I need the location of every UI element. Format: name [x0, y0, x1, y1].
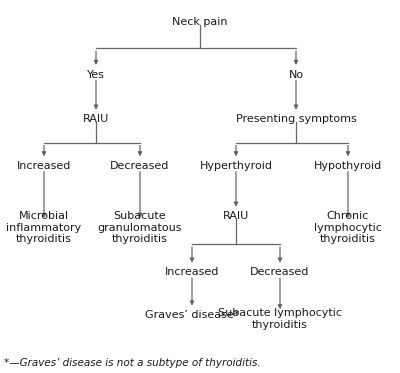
Text: Decreased: Decreased [250, 267, 310, 277]
Text: Increased: Increased [165, 267, 219, 277]
Text: No: No [288, 70, 304, 79]
Text: Subacute lymphocytic
thyroiditis: Subacute lymphocytic thyroiditis [218, 308, 342, 330]
Text: Hyperthyroid: Hyperthyroid [200, 161, 272, 171]
Text: Subacute
granulomatous
thyroiditis: Subacute granulomatous thyroiditis [98, 211, 182, 244]
Text: *—Graves’ disease is not a subtype of thyroiditis.: *—Graves’ disease is not a subtype of th… [4, 358, 261, 367]
Text: Microbial
inflammatory
thyroiditis: Microbial inflammatory thyroiditis [6, 211, 82, 244]
Text: Yes: Yes [87, 70, 105, 79]
Text: Neck pain: Neck pain [172, 18, 228, 27]
Text: Increased: Increased [17, 161, 71, 171]
Text: Hypothyroid: Hypothyroid [314, 161, 382, 171]
Text: Chronic
lymphocytic
thyroiditis: Chronic lymphocytic thyroiditis [314, 211, 382, 244]
Text: Decreased: Decreased [110, 161, 170, 171]
Text: Graves’ disease*: Graves’ disease* [145, 310, 239, 320]
Text: RAIU: RAIU [223, 211, 249, 221]
Text: RAIU: RAIU [83, 115, 109, 124]
Text: Presenting symptoms: Presenting symptoms [236, 115, 356, 124]
